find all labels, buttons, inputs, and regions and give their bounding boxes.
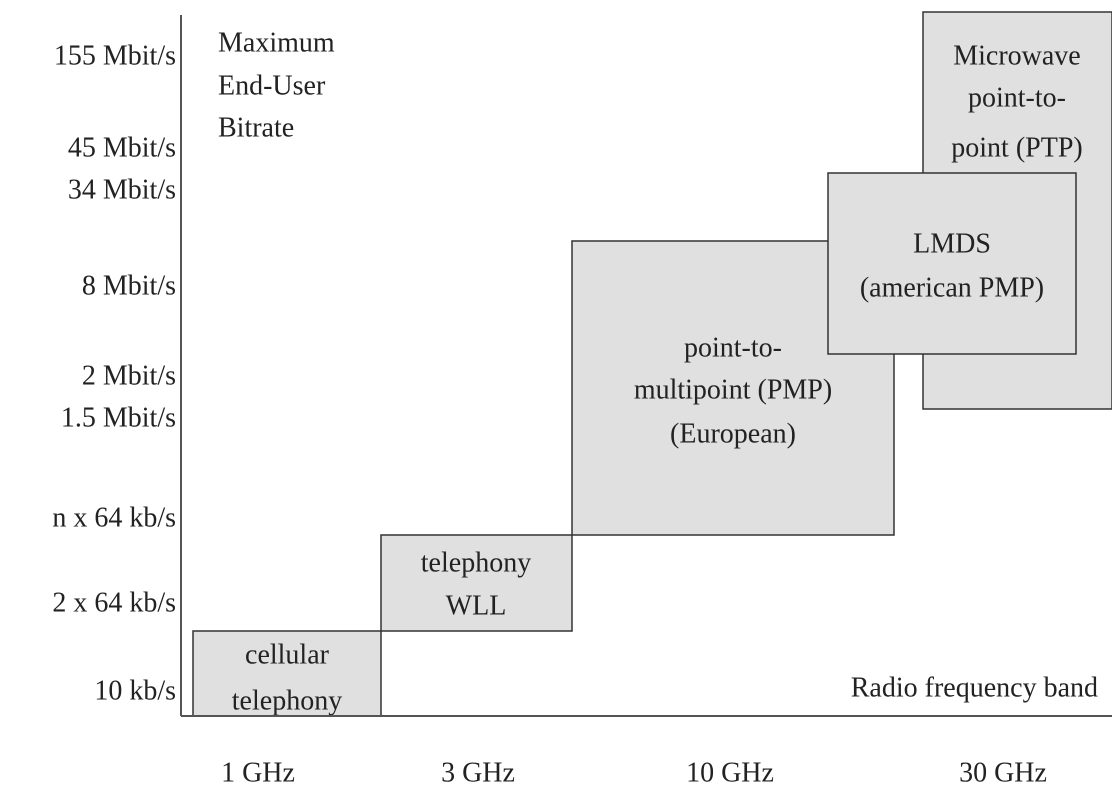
- y-label: 2 x 64 kb/s: [52, 587, 176, 618]
- y-label: 45 Mbit/s: [68, 132, 176, 163]
- box-group: LMDS (american PMP): [827, 172, 1077, 355]
- axis-title: Bitrate: [218, 112, 294, 143]
- box-label: LMDS: [913, 228, 991, 259]
- box-group: telephony WLL: [380, 534, 573, 632]
- box-label: multipoint (PMP): [634, 374, 832, 405]
- box-label: Microwave: [953, 40, 1081, 71]
- y-label: 2 Mbit/s: [82, 360, 176, 391]
- box-label: WLL: [446, 590, 507, 621]
- y-label: 34 Mbit/s: [68, 174, 176, 205]
- x-label: 1 GHz: [221, 757, 295, 788]
- y-label: 8 Mbit/s: [82, 270, 176, 301]
- x-label: 30 GHz: [959, 757, 1047, 788]
- box-group: cellular telephony: [192, 630, 382, 717]
- y-label: 10 kb/s: [94, 675, 176, 706]
- x-label: 3 GHz: [441, 757, 515, 788]
- x-label: 10 GHz: [686, 757, 774, 788]
- box-label: telephony: [421, 547, 531, 578]
- box-group: point-to-multipoint (PMP) (European): [571, 240, 895, 536]
- x-axis-title: Radio frequency band: [851, 672, 1098, 703]
- box-label: (European): [670, 418, 796, 449]
- box-label: point (PTP): [951, 132, 1082, 163]
- box-label: point-to-: [684, 332, 782, 363]
- box-label: telephony: [232, 685, 342, 716]
- box-label: cellular: [245, 639, 330, 670]
- box-label: point-to-: [968, 82, 1066, 113]
- y-label: n x 64 kb/s: [52, 502, 176, 533]
- y-label: 1.5 Mbit/s: [61, 402, 176, 433]
- box: [827, 172, 1077, 355]
- box: [192, 630, 382, 717]
- box: [380, 534, 573, 632]
- y-label: 155 Mbit/s: [54, 40, 176, 71]
- box-label: (american PMP): [860, 272, 1044, 303]
- boxes: cellular telephony telephony WLL point-to-mu…: [192, 11, 1112, 717]
- axis-title: End-User: [218, 70, 326, 101]
- axis-title: Maximum: [218, 27, 335, 58]
